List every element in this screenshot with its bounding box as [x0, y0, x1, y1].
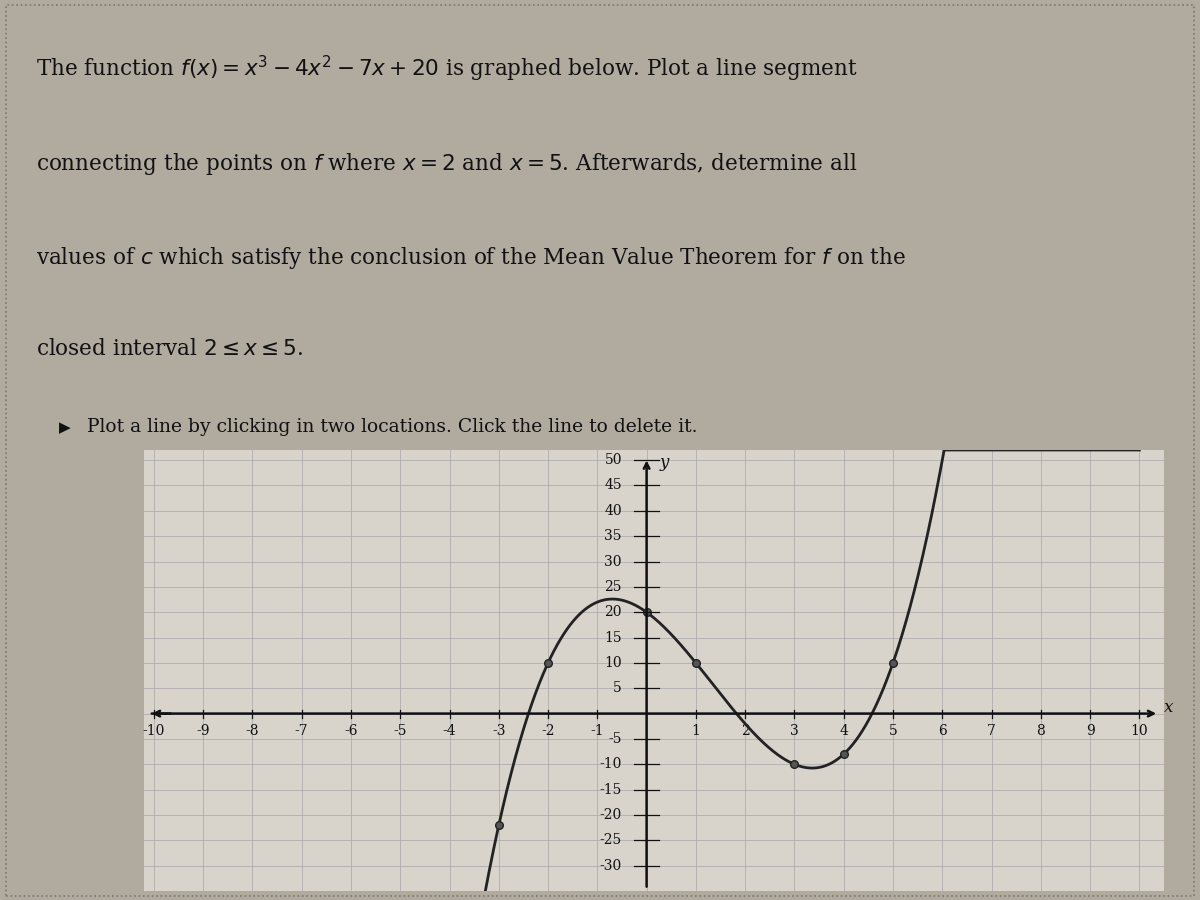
- Text: -2: -2: [541, 724, 554, 738]
- Text: values of $c$ which satisfy the conclusion of the Mean Value Theorem for $f$ on : values of $c$ which satisfy the conclusi…: [36, 245, 906, 271]
- Text: -10: -10: [600, 757, 622, 771]
- Text: connecting the points on $f$ where $x = 2$ and $x = 5$. Afterwards, determine al: connecting the points on $f$ where $x = …: [36, 151, 857, 177]
- Text: ▶: ▶: [59, 420, 71, 435]
- Text: -4: -4: [443, 724, 456, 738]
- Text: 6: 6: [938, 724, 947, 738]
- Text: 2: 2: [740, 724, 750, 738]
- Text: 25: 25: [605, 580, 622, 594]
- Text: -8: -8: [246, 724, 259, 738]
- Text: -9: -9: [197, 724, 210, 738]
- Text: -6: -6: [344, 724, 358, 738]
- Text: 5: 5: [889, 724, 898, 738]
- Text: closed interval $2 \leq x \leq 5$.: closed interval $2 \leq x \leq 5$.: [36, 338, 302, 360]
- Text: -5: -5: [394, 724, 407, 738]
- Text: -5: -5: [608, 732, 622, 746]
- Text: -1: -1: [590, 724, 604, 738]
- Text: Plot a line by clicking in two locations. Click the line to delete it.: Plot a line by clicking in two locations…: [88, 418, 698, 436]
- Text: The function $f(x) = x^3 - 4x^2 - 7x + 20$ is graphed below. Plot a line segment: The function $f(x) = x^3 - 4x^2 - 7x + 2…: [36, 54, 857, 85]
- Text: -7: -7: [295, 724, 308, 738]
- Text: -15: -15: [600, 783, 622, 796]
- Text: -10: -10: [143, 724, 166, 738]
- Text: 9: 9: [1086, 724, 1094, 738]
- Text: -30: -30: [600, 859, 622, 873]
- Text: 3: 3: [790, 724, 799, 738]
- Text: 20: 20: [605, 605, 622, 619]
- Text: 50: 50: [605, 453, 622, 467]
- Text: 15: 15: [605, 631, 622, 644]
- Text: 10: 10: [605, 656, 622, 670]
- Text: 35: 35: [605, 529, 622, 544]
- Text: 10: 10: [1130, 724, 1148, 738]
- Text: -3: -3: [492, 724, 505, 738]
- Text: 30: 30: [605, 554, 622, 569]
- Text: 7: 7: [988, 724, 996, 738]
- Text: x: x: [1164, 699, 1174, 716]
- Text: 8: 8: [1037, 724, 1045, 738]
- Text: 40: 40: [605, 504, 622, 518]
- Text: 45: 45: [605, 479, 622, 492]
- Text: 1: 1: [691, 724, 701, 738]
- Text: 5: 5: [613, 681, 622, 695]
- Text: 4: 4: [839, 724, 848, 738]
- Text: -20: -20: [600, 808, 622, 822]
- Text: y: y: [659, 454, 668, 471]
- Text: -25: -25: [600, 833, 622, 847]
